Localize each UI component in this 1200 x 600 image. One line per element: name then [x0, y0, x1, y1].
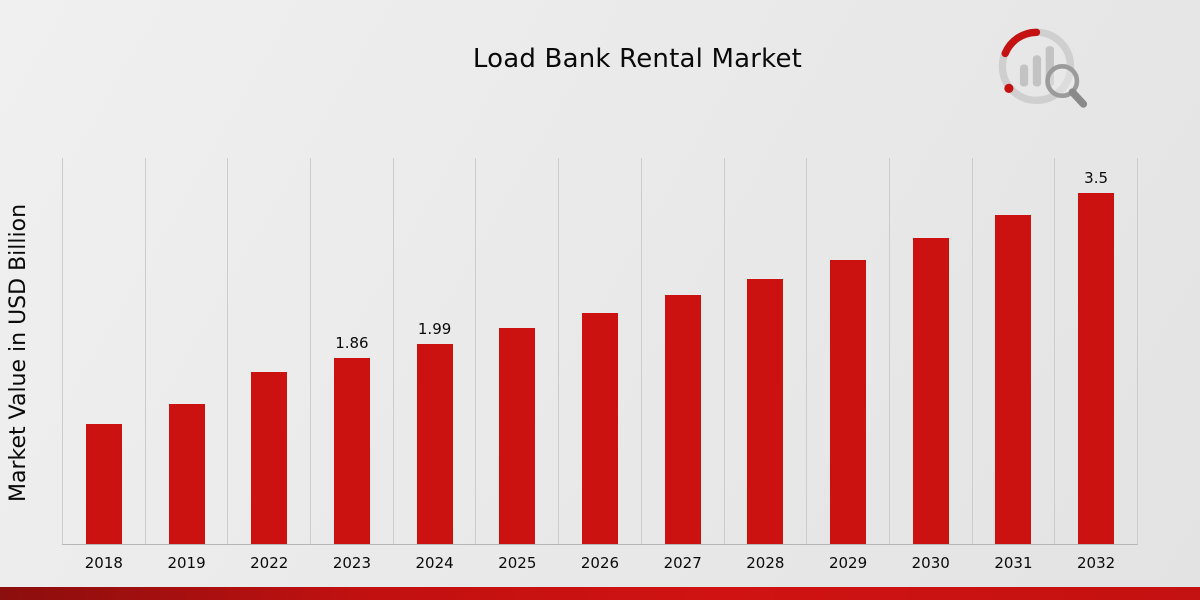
x-tick-2027: 2027 [663, 554, 702, 572]
x-tick-2018: 2018 [84, 554, 123, 572]
logo-red-dot [1004, 83, 1014, 93]
data-label-2023: 1.86 [335, 333, 369, 352]
x-tick-2022: 2022 [250, 554, 289, 572]
bar-2028 [747, 279, 784, 544]
chart-column-2027: 2027 [640, 158, 724, 572]
chart-column-2024: 1.99 2024 [392, 158, 476, 572]
x-tick-2032: 2032 [1077, 554, 1116, 572]
chart-column-2032: 3.5 2032 [1054, 158, 1137, 572]
chart-column-2019: 2019 [144, 158, 228, 572]
data-label-2032: 3.5 [1084, 169, 1109, 188]
bar-2027 [664, 295, 701, 544]
x-tick-2031: 2031 [994, 554, 1033, 572]
bar-2024 [416, 344, 453, 544]
brand-logo [996, 24, 1088, 116]
chart-column-2022: 2022 [227, 158, 310, 572]
bar-2032 [1078, 193, 1115, 544]
x-tick-2030: 2030 [911, 554, 950, 572]
bar-2025 [499, 328, 536, 544]
magnifier-icon [1045, 64, 1080, 99]
chart-title: Load Bank Rental Market [472, 44, 803, 74]
logo-red-arc [1001, 28, 1041, 58]
chart-column-2029: 2029 [806, 158, 889, 572]
x-tick-2019: 2019 [167, 554, 206, 572]
x-tick-2029: 2029 [828, 554, 868, 572]
magnifier-handle [1068, 88, 1088, 108]
chart-column-2025: 2025 [475, 158, 558, 572]
y-axis-label: Market Value in USD Billion [6, 203, 31, 502]
bar-2019 [168, 403, 205, 544]
footer-stripe [0, 587, 1200, 600]
bar-2031 [995, 215, 1032, 544]
x-tick-2024: 2024 [415, 554, 454, 572]
logo-bar-short [1019, 64, 1029, 87]
chart-column-2030: 2030 [888, 158, 972, 572]
plot-area: 2018 2019 2022 1.86 2023 1.99 2024 2025 2026 2027… [62, 158, 1138, 572]
bar-2026 [581, 313, 618, 544]
data-label-2024: 1.99 [417, 320, 452, 339]
chart-column-2023: 1.86 2023 [310, 158, 393, 572]
x-tick-2028: 2028 [746, 554, 785, 572]
bar-2029 [830, 260, 867, 544]
x-tick-2026: 2026 [580, 554, 620, 572]
bar-2030 [912, 238, 949, 544]
chart-column-2026: 2026 [558, 158, 641, 572]
chart-column-2018: 2018 [62, 158, 145, 572]
brand-logo-graphic [998, 28, 1088, 108]
chart-column-2028: 2028 [723, 158, 807, 572]
logo-bar-medium [1032, 55, 1042, 87]
chart-column-2031: 2031 [971, 158, 1055, 572]
x-tick-2025: 2025 [498, 554, 537, 572]
bar-2023 [333, 357, 370, 544]
bar-2022 [251, 371, 288, 544]
bar-2018 [85, 423, 122, 544]
x-tick-2023: 2023 [332, 554, 371, 572]
